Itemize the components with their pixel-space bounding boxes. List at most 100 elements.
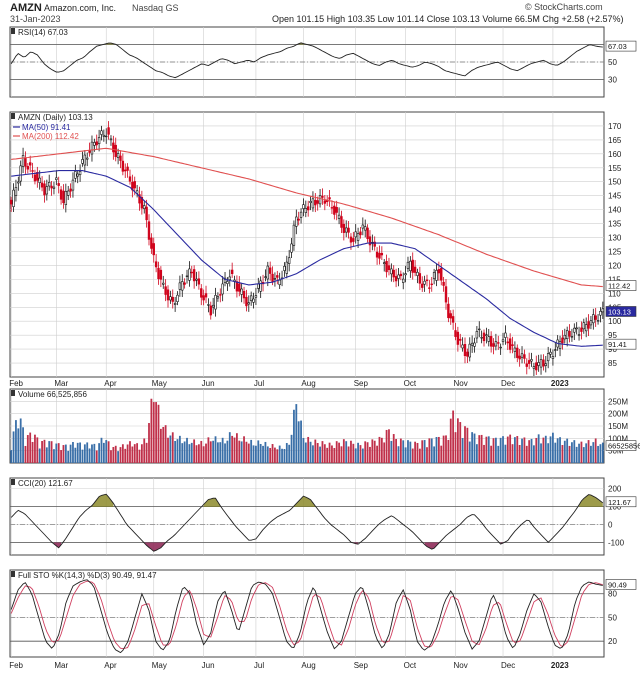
candle-body bbox=[342, 223, 346, 233]
candle-body bbox=[321, 195, 324, 198]
volume-bar bbox=[430, 438, 433, 463]
candle-body bbox=[278, 279, 281, 286]
volume-bar bbox=[428, 438, 431, 463]
volume-bar bbox=[418, 448, 421, 463]
candle-body bbox=[333, 205, 336, 215]
volume-bar bbox=[506, 436, 509, 463]
close-price-tag: 103.13 bbox=[608, 307, 631, 316]
candle-body bbox=[192, 269, 196, 282]
volume-bar bbox=[504, 444, 507, 463]
candle-body bbox=[468, 343, 471, 358]
volume-bar bbox=[323, 444, 326, 463]
x-tick-label: 2023 bbox=[551, 661, 569, 670]
volume-bar bbox=[274, 447, 276, 463]
volume-bar bbox=[552, 432, 554, 463]
y-tick-label: 115 bbox=[608, 275, 621, 284]
volume-bar bbox=[157, 404, 160, 463]
y-tick-label: 150M bbox=[608, 422, 628, 431]
volume-bar bbox=[357, 442, 359, 463]
volume-bar bbox=[475, 444, 478, 463]
volume-bar bbox=[601, 442, 604, 463]
candle-body bbox=[537, 362, 540, 366]
volume-bar bbox=[480, 434, 483, 463]
candle-body bbox=[340, 216, 343, 228]
volume-bar bbox=[247, 443, 250, 463]
volume-bar bbox=[76, 442, 79, 463]
candle-body bbox=[577, 334, 581, 336]
volume-bar bbox=[392, 434, 395, 463]
candle-body bbox=[428, 287, 431, 289]
volume-bar bbox=[178, 435, 181, 463]
volume-bar bbox=[580, 441, 583, 463]
candle-body bbox=[83, 154, 87, 166]
y-tick-label: 0 bbox=[608, 521, 613, 530]
volume-bar bbox=[397, 446, 400, 463]
volume-bar bbox=[563, 440, 566, 463]
volume-bar bbox=[416, 442, 419, 463]
candle-body bbox=[501, 339, 505, 342]
volume-bar bbox=[568, 445, 571, 463]
candle-body bbox=[31, 170, 34, 172]
volume-bar bbox=[233, 437, 236, 463]
candle-body bbox=[475, 331, 479, 339]
candle-body bbox=[506, 341, 509, 344]
cci-positive-fill bbox=[92, 494, 114, 507]
candle-body bbox=[152, 243, 155, 256]
volume-bar bbox=[64, 444, 67, 463]
candle-body bbox=[114, 144, 117, 157]
y-tick-label: 85 bbox=[608, 359, 617, 368]
volume-bar bbox=[459, 422, 462, 463]
candle-body bbox=[459, 338, 462, 341]
volume-bar bbox=[181, 443, 184, 463]
y-tick-label: 50M bbox=[608, 447, 624, 456]
candle-body bbox=[318, 195, 322, 205]
volume-bar bbox=[297, 421, 300, 463]
candle-body bbox=[532, 366, 536, 369]
candle-body bbox=[530, 359, 533, 362]
volume-bar bbox=[138, 449, 141, 463]
volume-label: Volume bbox=[482, 14, 513, 24]
candle-body bbox=[561, 337, 564, 344]
volume-bar bbox=[162, 427, 165, 463]
volume-bar bbox=[12, 431, 15, 463]
volume-bar bbox=[312, 445, 314, 463]
volume-bar bbox=[238, 440, 241, 463]
volume-bar bbox=[245, 441, 248, 463]
candle-body bbox=[539, 359, 543, 368]
candle-body bbox=[48, 182, 51, 187]
candle-body bbox=[133, 181, 136, 189]
candle-body bbox=[366, 227, 369, 239]
candle-body bbox=[482, 332, 486, 342]
x-tick-label: May bbox=[152, 661, 167, 670]
candle-body bbox=[214, 295, 217, 310]
candle-body bbox=[43, 183, 46, 196]
volume-bar bbox=[121, 444, 124, 463]
volume-bar bbox=[521, 438, 523, 463]
candle-body bbox=[330, 207, 334, 209]
volume-bar bbox=[93, 443, 96, 463]
close-value: 103.13 bbox=[452, 14, 480, 24]
ticker-symbol: AMZN bbox=[10, 2, 42, 14]
candle-body bbox=[440, 268, 443, 281]
candle-body bbox=[178, 282, 182, 290]
open-value: 101.15 bbox=[296, 14, 325, 24]
candle-body bbox=[200, 288, 203, 298]
volume-bar bbox=[114, 445, 117, 463]
candle-body bbox=[235, 281, 239, 292]
volume-bar bbox=[314, 439, 317, 463]
volume-bar bbox=[435, 436, 438, 463]
volume-bar bbox=[492, 438, 495, 463]
volume-bar bbox=[176, 439, 179, 463]
volume-bar bbox=[219, 442, 222, 463]
volume-bar bbox=[269, 447, 272, 463]
x-tick-label: Nov bbox=[454, 661, 468, 670]
volume-bar bbox=[473, 433, 476, 463]
candle-body bbox=[71, 179, 75, 191]
x-tick-label: Apr bbox=[104, 379, 117, 388]
volume-bar bbox=[340, 446, 343, 463]
candle-body bbox=[219, 294, 222, 296]
volume-bar bbox=[542, 437, 545, 463]
candle-body bbox=[601, 308, 605, 313]
candle-body bbox=[406, 261, 410, 269]
volume-bar bbox=[361, 448, 364, 463]
